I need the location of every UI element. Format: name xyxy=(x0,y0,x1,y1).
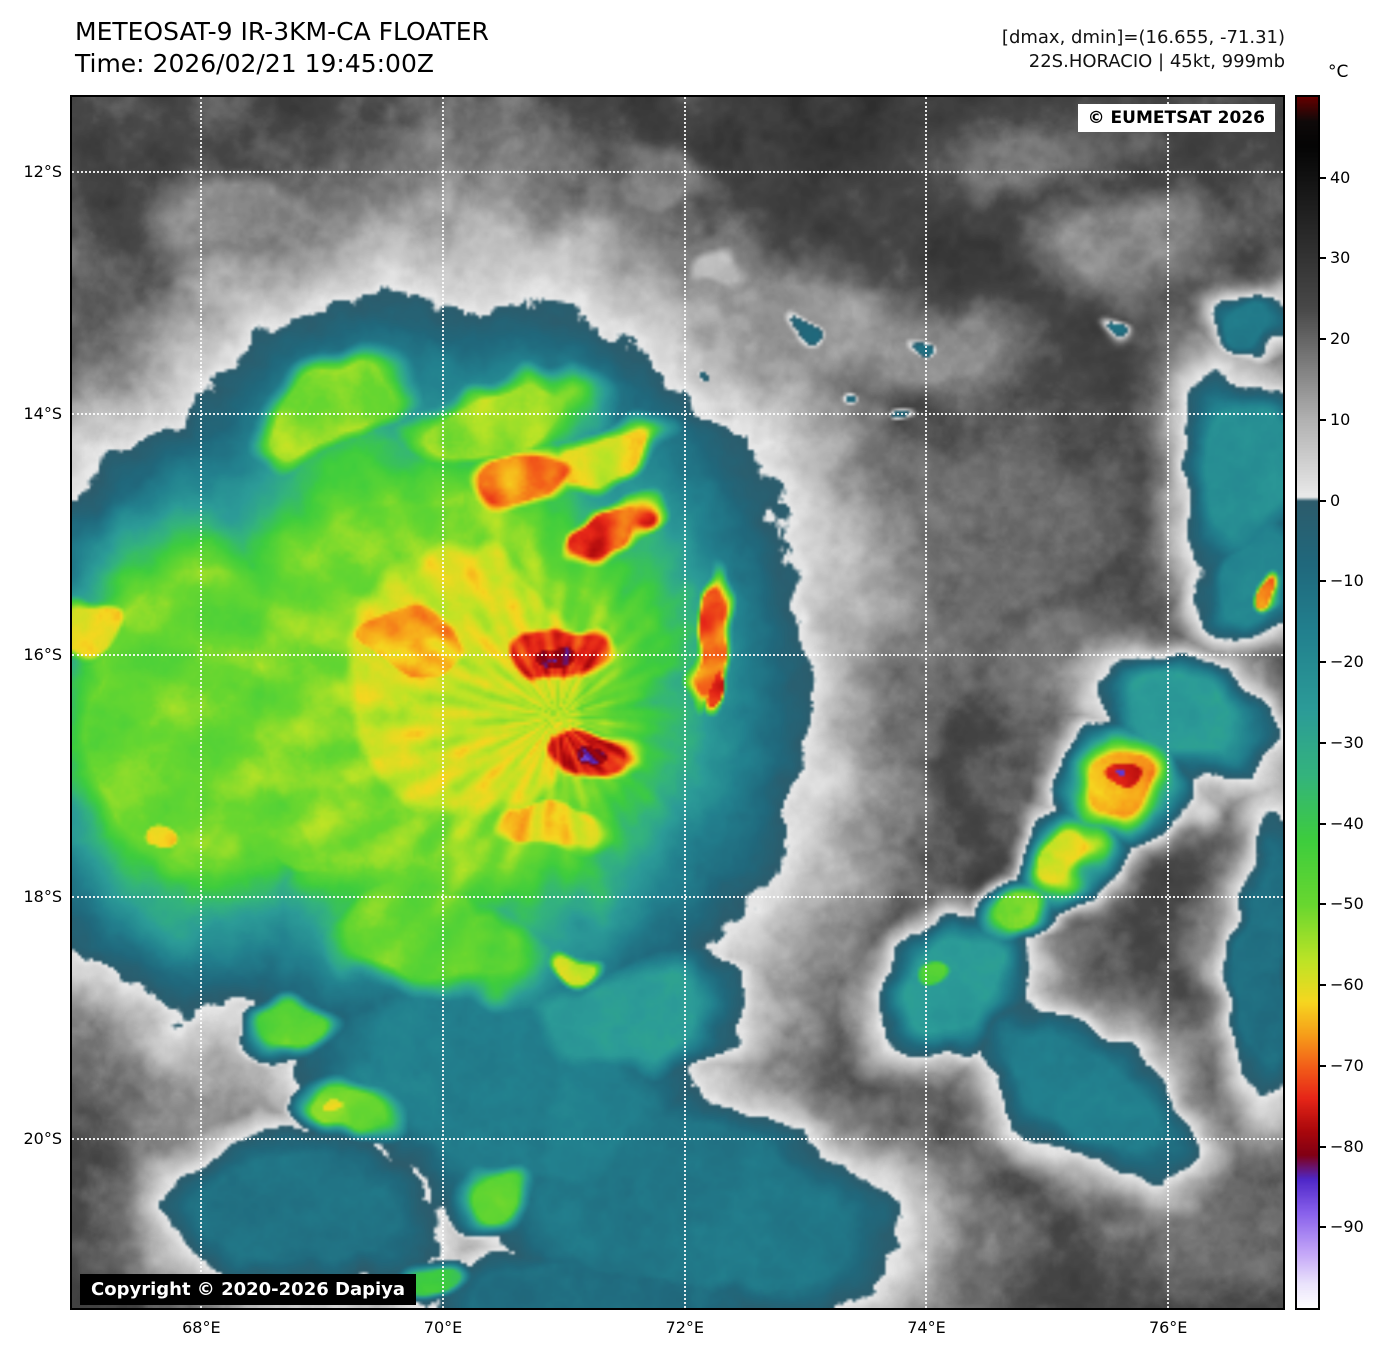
lat-tick-label: 16°S xyxy=(23,645,62,665)
colorbar-tick-label: 40 xyxy=(1330,167,1351,187)
lat-gridline xyxy=(72,1137,1283,1140)
colorbar-tick-label: −20 xyxy=(1330,652,1364,672)
colorbar-tick-mark xyxy=(1320,984,1326,987)
colorbar-tick-mark xyxy=(1320,741,1326,744)
colorbar-tick-label: 0 xyxy=(1330,490,1341,510)
lon-tick-label: 72°E xyxy=(665,1318,704,1337)
lat-gridline xyxy=(72,896,1283,899)
colorbar-tick-mark xyxy=(1320,1145,1326,1148)
colorbar-tick-label: −80 xyxy=(1330,1136,1364,1156)
colorbar-tick-label: 20 xyxy=(1330,329,1351,349)
lon-gridline xyxy=(200,97,203,1308)
product-title: METEOSAT-9 IR-3KM-CA FLOATER xyxy=(75,17,489,46)
header-left: METEOSAT-9 IR-3KM-CA FLOATER Time: 2026/… xyxy=(75,16,489,80)
lon-gridline xyxy=(442,97,445,1308)
colorbar-tick-mark xyxy=(1320,661,1326,664)
header-right: [dmax, dmin]=(16.655, -71.31) 22S.HORACI… xyxy=(1002,26,1285,74)
colorbar-tick-label: 30 xyxy=(1330,248,1351,268)
lon-tick-label: 68°E xyxy=(182,1318,221,1337)
eumetsat-badge: © EUMETSAT 2026 xyxy=(1077,104,1275,132)
colorbar-tick-mark xyxy=(1320,903,1326,906)
product-time: Time: 2026/02/21 19:45:00Z xyxy=(75,49,434,78)
colorbar-tick-label: −40 xyxy=(1330,813,1364,833)
colorbar-tick-label: −50 xyxy=(1330,894,1364,914)
lat-gridline xyxy=(72,654,1283,657)
colorbar-tick-mark xyxy=(1320,822,1326,825)
lat-gridline xyxy=(72,412,1283,415)
lon-tick-label: 76°E xyxy=(1148,1318,1188,1337)
lon-gridline xyxy=(1167,97,1170,1308)
colorbar-gradient xyxy=(1297,97,1318,1308)
lat-tick-label: 18°S xyxy=(23,887,62,907)
lat-tick-label: 14°S xyxy=(23,403,62,423)
colorbar-tick-mark xyxy=(1320,338,1326,341)
colorbar-tick-mark xyxy=(1320,499,1326,502)
storm-info: 22S.HORACIO | 45kt, 999mb xyxy=(1028,51,1285,72)
colorbar-tick-mark xyxy=(1320,176,1326,179)
lon-tick-label: 74°E xyxy=(907,1318,946,1337)
colorbar-tick-mark xyxy=(1320,1064,1326,1067)
lat-tick-label: 20°S xyxy=(23,1128,62,1148)
colorbar-tick-mark xyxy=(1320,257,1326,260)
colorbar xyxy=(1295,95,1320,1310)
latlon-grid xyxy=(72,97,1283,1308)
dmax-dmin-readout: [dmax, dmin]=(16.655, -71.31) xyxy=(1001,27,1285,48)
lon-gridline xyxy=(925,97,928,1308)
colorbar-tick-label: 10 xyxy=(1330,409,1351,429)
colorbar-tick-label: −30 xyxy=(1330,732,1364,752)
lon-tick-label: 70°E xyxy=(423,1318,463,1337)
satellite-map: © EUMETSAT 2026 Copyright © 2020-2026 Da… xyxy=(70,95,1285,1310)
lat-gridline xyxy=(72,170,1283,173)
colorbar-tick-label: −90 xyxy=(1330,1217,1364,1237)
lat-tick-label: 12°S xyxy=(23,161,62,181)
colorbar-tick-label: −10 xyxy=(1330,571,1364,591)
colorbar-unit-label: °C xyxy=(1328,62,1349,82)
colorbar-tick-label: −70 xyxy=(1330,1055,1364,1075)
copyright-badge: Copyright © 2020-2026 Dapiya xyxy=(80,1274,417,1305)
satellite-ir-image xyxy=(72,97,1283,1308)
colorbar-tick-mark xyxy=(1320,580,1326,583)
colorbar-tick-mark xyxy=(1320,1226,1326,1229)
colorbar-tick-mark xyxy=(1320,418,1326,421)
lon-gridline xyxy=(683,97,686,1308)
colorbar-tick-label: −60 xyxy=(1330,975,1364,995)
